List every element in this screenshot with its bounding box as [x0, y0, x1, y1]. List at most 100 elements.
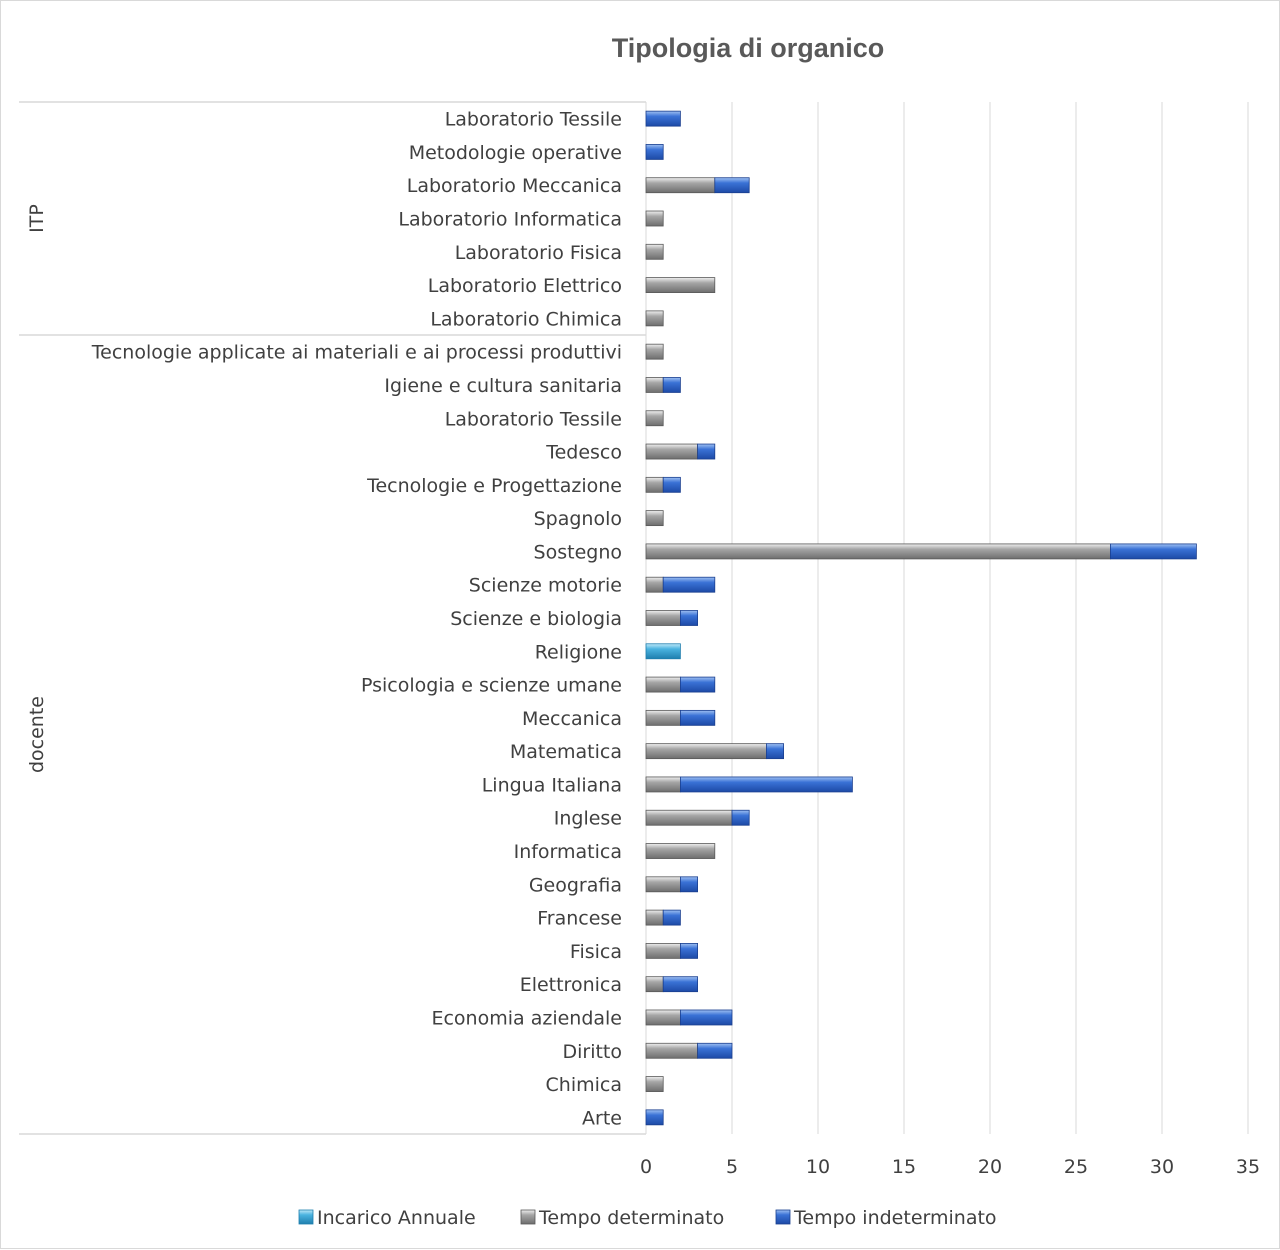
- x-tick-label: 30: [1150, 1156, 1174, 1178]
- bar-segment-tempo-indeterminato: [680, 876, 699, 893]
- bar-segment-tempo-indeterminato: [1110, 543, 1197, 560]
- bar-segment-tempo-indeterminato: [680, 610, 699, 626]
- x-tick-label: 15: [892, 1156, 916, 1178]
- x-tick-label: 25: [1064, 1156, 1088, 1178]
- category-label: Psicologia e scienze umane: [361, 675, 622, 697]
- bar-segment-tempo-indeterminato: [680, 709, 716, 726]
- bar-segment-tempo-determinato: [645, 610, 681, 626]
- category-label: Diritto: [562, 1041, 622, 1063]
- bar-segment-tempo-indeterminato: [697, 1042, 733, 1059]
- bar-segment-tempo-determinato: [645, 210, 664, 227]
- bar-segment-incarico-annuale: [645, 643, 681, 660]
- category-label: Metodologie operative: [409, 142, 622, 164]
- bar-segment-tempo-determinato: [645, 343, 664, 360]
- category-label: Igiene e cultura sanitaria: [384, 375, 622, 397]
- legend-swatch: [298, 1209, 314, 1225]
- category-label: Tecnologie e Progettazione: [366, 475, 622, 497]
- x-tick-label: 10: [806, 1156, 830, 1178]
- category-label: Chimica: [546, 1074, 622, 1096]
- bar-segment-tempo-determinato: [645, 1009, 681, 1026]
- category-label: Matematica: [510, 741, 622, 763]
- bar-segment-tempo-indeterminato: [645, 1109, 664, 1126]
- category-label: Laboratorio Tessile: [445, 408, 622, 430]
- group-label: docente: [26, 696, 48, 773]
- bar-segment-tempo-determinato: [645, 809, 733, 826]
- bar-segment-tempo-determinato: [645, 743, 767, 760]
- category-label: Laboratorio Informatica: [398, 209, 622, 231]
- grid-layer: [645, 102, 1249, 1134]
- category-label: Geografia: [529, 874, 622, 896]
- bar-segment-tempo-indeterminato: [680, 776, 853, 793]
- bar-segment-tempo-indeterminato: [662, 476, 681, 493]
- bar-segment-tempo-determinato: [645, 277, 716, 293]
- bar-segment-tempo-indeterminato: [662, 909, 681, 926]
- bar-segment-tempo-determinato: [645, 443, 698, 460]
- bar-segment-tempo-determinato: [645, 843, 716, 859]
- category-label: Lingua Italiana: [482, 774, 622, 796]
- bar-segment-tempo-determinato: [645, 676, 681, 693]
- legend-swatch: [520, 1209, 536, 1225]
- x-tick-label: 0: [640, 1156, 652, 1178]
- bar-segment-tempo-determinato: [645, 776, 681, 793]
- category-label: Informatica: [514, 841, 622, 863]
- category-label: Spagnolo: [534, 508, 622, 530]
- category-label: Arte: [582, 1107, 622, 1129]
- category-label: Tecnologie applicate ai materiali e ai p…: [91, 342, 622, 364]
- bar-segment-tempo-indeterminato: [697, 443, 716, 460]
- category-label: Laboratorio Elettrico: [428, 275, 622, 297]
- bar-segment-tempo-indeterminato: [680, 943, 699, 959]
- bar-segment-tempo-determinato: [645, 876, 681, 893]
- bar-segment-tempo-determinato: [645, 510, 664, 527]
- bar-segment-tempo-determinato: [645, 1076, 664, 1092]
- bar-segment-tempo-indeterminato: [714, 177, 750, 194]
- bar-segment-tempo-indeterminato: [662, 377, 681, 393]
- bar-segment-tempo-determinato: [645, 377, 664, 393]
- bar-segment-tempo-determinato: [645, 410, 664, 427]
- legend-swatch: [775, 1209, 791, 1225]
- bar-segment-tempo-determinato: [645, 909, 664, 926]
- bar-segment-tempo-indeterminato: [662, 976, 699, 993]
- category-label: Meccanica: [522, 708, 622, 730]
- category-label: Tedesco: [545, 442, 622, 464]
- category-label: Sostegno: [534, 541, 622, 563]
- bar-segment-tempo-indeterminato: [680, 1009, 733, 1026]
- bar-segment-tempo-determinato: [645, 243, 664, 260]
- legend: Incarico Annuale Tempo determinato Tempo i…: [298, 1207, 997, 1229]
- category-label: Elettronica: [520, 974, 622, 996]
- category-label: Economia aziendale: [431, 1007, 622, 1029]
- bar-segment-tempo-determinato: [645, 543, 1111, 560]
- bar-segment-tempo-indeterminato: [731, 809, 750, 826]
- bar-segment-tempo-determinato: [645, 476, 664, 493]
- x-tick-label: 5: [726, 1156, 738, 1178]
- legend-label: Tempo determinato: [538, 1207, 724, 1229]
- legend-label: Tempo indeterminato: [793, 1207, 997, 1229]
- bar-segment-tempo-indeterminato: [680, 676, 716, 693]
- category-label: Laboratorio Meccanica: [407, 175, 622, 197]
- value-axis: 0 5 10 15 20 25 30 35: [640, 1156, 1260, 1178]
- category-label: Inglese: [554, 808, 622, 830]
- bar-segment-tempo-indeterminato: [645, 144, 664, 160]
- bar-segment-tempo-indeterminato: [662, 576, 716, 593]
- x-tick-label: 20: [978, 1156, 1002, 1178]
- category-label: Scienze motorie: [469, 575, 622, 597]
- category-label: Fisica: [570, 941, 622, 963]
- category-label: Laboratorio Chimica: [430, 308, 622, 330]
- chart-title: Tipologia di organico: [612, 33, 885, 63]
- bar-segment-tempo-indeterminato: [766, 743, 785, 760]
- bar-segment-tempo-indeterminato: [645, 110, 681, 127]
- legend-label: Incarico Annuale: [317, 1207, 476, 1229]
- category-label: Francese: [537, 908, 622, 930]
- bar-layer: [645, 110, 1197, 1126]
- category-label: Scienze e biologia: [450, 608, 622, 630]
- group-label: ITP: [26, 204, 48, 233]
- bar-segment-tempo-determinato: [645, 177, 716, 194]
- category-label: Laboratorio Fisica: [455, 242, 622, 264]
- category-label: Laboratorio Tessile: [445, 109, 622, 131]
- x-tick-label: 35: [1236, 1156, 1260, 1178]
- category-label: Religione: [535, 641, 622, 663]
- bar-segment-tempo-determinato: [645, 943, 681, 959]
- bar-segment-tempo-determinato: [645, 709, 681, 726]
- bar-segment-tempo-determinato: [645, 310, 664, 327]
